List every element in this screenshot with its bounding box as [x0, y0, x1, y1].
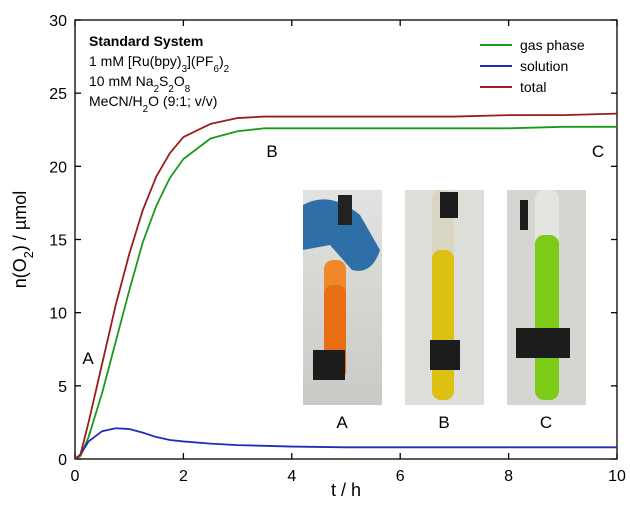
y-tick-label: 0: [58, 452, 67, 469]
photo-b: [405, 190, 484, 405]
text-part: 10 mM Na: [89, 73, 154, 89]
series-line: [74, 112, 618, 460]
text-part: 2: [22, 251, 36, 258]
y-tick-label: 10: [49, 306, 67, 323]
info-line: MeCN/H2O (9:1; v/v): [89, 93, 217, 115]
series-line: [74, 125, 617, 460]
x-axis-label: t / h: [331, 480, 361, 500]
text-part: ) / µmol: [10, 191, 30, 251]
text-part: 2: [224, 64, 229, 75]
text-part: MeCN/H: [89, 93, 143, 109]
x-tick-label: 2: [179, 468, 188, 485]
legend-label: solution: [520, 58, 568, 74]
x-tick-label: 6: [396, 468, 405, 485]
x-tick-label: 10: [608, 468, 626, 485]
text-part: 1 mM [Ru(bpy): [89, 53, 182, 69]
y-tick-label: 15: [49, 233, 67, 250]
text-part: Standard System: [89, 33, 203, 49]
annotation: A: [82, 349, 94, 368]
annotation: B: [266, 142, 277, 161]
annotation: C: [592, 142, 604, 161]
text-part: 2: [168, 84, 173, 95]
photo-a: [303, 190, 382, 405]
info-line: 1 mM [Ru(bpy)3](PF6)2: [89, 53, 229, 75]
text-part: ): [219, 53, 224, 69]
text-part: 6: [213, 64, 219, 75]
text-part: n(O: [10, 258, 30, 288]
info-line: 10 mM Na2S2O8: [89, 73, 191, 95]
photo-label: B: [438, 413, 449, 432]
legend-label: gas phase: [520, 37, 585, 53]
y-tick-label: 5: [58, 379, 67, 396]
text-part: O: [174, 73, 185, 89]
legend-label: total: [520, 79, 546, 95]
text-part: 2: [154, 84, 159, 95]
y-tick-label: 25: [49, 86, 67, 103]
photo-label: A: [336, 413, 348, 432]
series-line: [74, 427, 617, 460]
x-tick-label: 8: [504, 468, 513, 485]
text-part: O (9:1; v/v): [148, 93, 217, 109]
text-part: 2: [143, 104, 148, 115]
y-axis-label: n(O2) / µmol: [10, 191, 36, 288]
y-tick-label: 30: [49, 13, 67, 30]
text-part: 8: [185, 84, 191, 95]
x-tick-label: 4: [287, 468, 296, 485]
x-tick-label: 0: [71, 468, 80, 485]
text-part: S: [159, 73, 168, 89]
photo-c: [507, 190, 586, 405]
text-part: ](PF: [187, 53, 213, 69]
y-tick-label: 20: [49, 159, 67, 176]
photo-label: C: [540, 413, 552, 432]
info-line: Standard System: [89, 33, 203, 49]
text-part: 3: [182, 64, 188, 75]
